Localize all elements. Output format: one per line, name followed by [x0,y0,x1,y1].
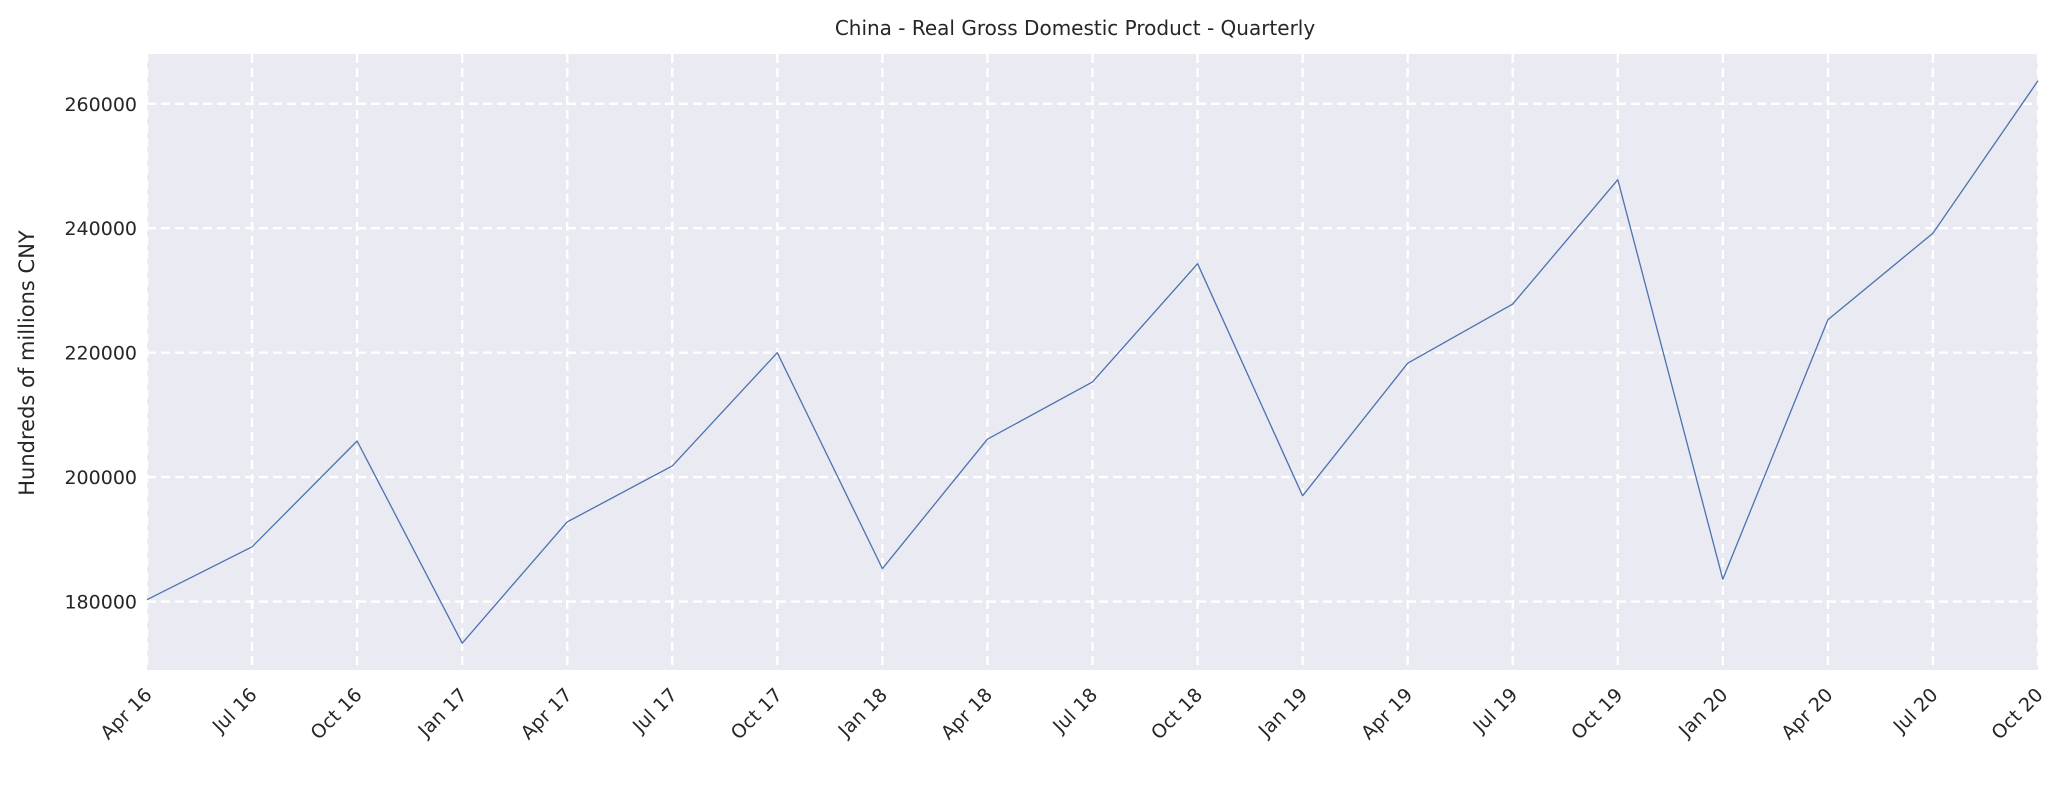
x-tick-label: Jul 20 [1889,684,1943,738]
x-tick-label: Apr 18 [937,684,997,744]
x-tick-label: Jan 17 [413,684,471,742]
x-axis-ticks: Apr 16 Jul 16 Oct 16 Jan 17 Apr 17 Jul 17 Oct … [96,684,2047,744]
x-tick-label: Oct 19 [1567,684,1627,744]
x-tick-label: Jul 17 [628,684,682,738]
x-tick-label: Jan 18 [834,684,892,742]
x-tick-label: Apr 16 [96,684,156,744]
x-tick-label: Oct 17 [727,684,787,744]
x-tick-label: Oct 18 [1147,684,1207,744]
series-line [146,80,2039,644]
x-tick-label: Apr 17 [517,684,577,744]
y-gridlines [147,102,2038,603]
x-tick-label: Jul 18 [1048,684,1102,738]
chart-title: China - Real Gross Domestic Product - Qu… [835,16,1316,40]
y-tick-label: 180000 [64,592,137,614]
x-tick-label: Oct 20 [1987,684,2047,744]
y-tick-label: 200000 [64,467,137,489]
y-tick-label: 240000 [64,218,137,240]
x-gridlines [145,54,2040,670]
x-tick-label: Jan 20 [1674,684,1732,742]
y-axis-label: Hundreds of millions CNY [15,230,39,496]
x-tick-label: Jul 19 [1468,684,1522,738]
x-tick-label: Jan 19 [1254,684,1312,742]
x-tick-label: Jul 16 [208,684,262,738]
y-tick-label: 220000 [64,343,137,365]
x-tick-label: Apr 19 [1357,684,1417,744]
x-tick-label: Apr 20 [1777,684,1837,744]
x-tick-label: Oct 16 [306,684,366,744]
y-tick-label: 260000 [64,94,137,116]
y-axis-ticks: 180000 200000 220000 240000 260000 [64,94,137,614]
